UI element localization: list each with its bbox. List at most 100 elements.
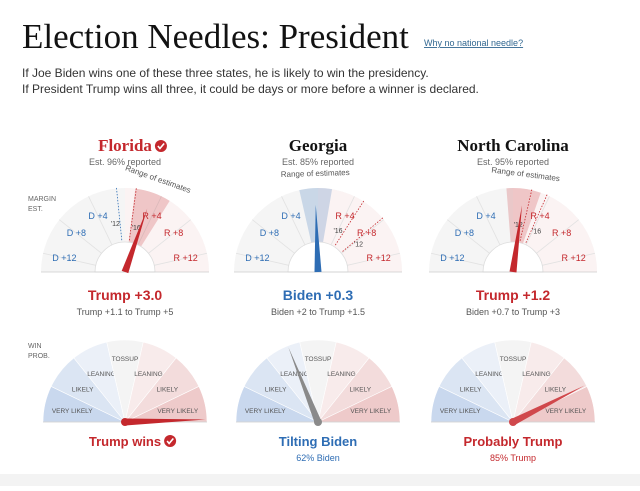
grid-line	[148, 219, 191, 254]
axis-title: EST.	[28, 206, 43, 213]
band-label: VERY LIKELY	[52, 408, 93, 415]
win-result: Probably Trump	[464, 434, 563, 449]
win-result: Trump wins	[89, 434, 161, 449]
gauge-hub	[94, 241, 156, 273]
state-name: North Carolina	[457, 136, 569, 155]
band-label: LEANING	[134, 371, 163, 378]
needle-hub	[509, 418, 517, 426]
intro-line: If Joe Biden wins one of these three sta…	[22, 66, 429, 80]
grid-line	[137, 196, 162, 246]
grid-line	[536, 219, 579, 254]
band-label: LIKELY	[460, 386, 482, 393]
margin-needle	[121, 208, 148, 274]
past-result	[128, 186, 137, 241]
state-name: Florida	[98, 136, 152, 155]
win-probability: 85% Trump	[490, 453, 536, 463]
tick-label: R +4	[530, 211, 549, 221]
margin-result: Biden +0.3	[283, 287, 354, 303]
past-result	[525, 193, 549, 243]
grid-line	[330, 196, 355, 246]
band-label: LIKELY	[157, 386, 179, 393]
grid-line	[236, 252, 289, 266]
band-label: VERY LIKELY	[245, 408, 286, 415]
band-label: VERY LIKELY	[157, 408, 198, 415]
tick-label: D +8	[260, 228, 279, 238]
tick-label: D +12	[245, 253, 269, 263]
band-label: VERY LIKELY	[440, 408, 481, 415]
grid-line	[341, 219, 384, 254]
band-label: LIKELY	[350, 386, 372, 393]
band-label: TOSSUP	[305, 356, 332, 363]
band-label: LIKELY	[265, 386, 287, 393]
margin-result: Trump +3.0	[88, 287, 163, 303]
win-needle	[288, 347, 322, 424]
grid-line	[347, 252, 400, 266]
past-result	[115, 186, 123, 241]
band-label: VERY LIKELY	[350, 408, 391, 415]
tick-label: D +4	[476, 211, 495, 221]
reported: Est. 85% reported	[282, 157, 354, 167]
win-result: Tilting Biden	[279, 434, 358, 449]
margin-range: Biden +0.7 to Trump +3	[466, 307, 560, 317]
page-title: Election Needles: President	[22, 17, 409, 56]
tick-label: D +12	[440, 253, 464, 263]
grid-line	[542, 252, 595, 266]
win-probability: 62% Biden	[296, 453, 340, 463]
range-caption: Range of estimates	[491, 165, 561, 183]
tick-label: R +12	[173, 253, 197, 263]
margin-result: Trump +1.2	[476, 287, 551, 303]
grid-line	[252, 219, 295, 254]
tick-label: R +8	[357, 228, 376, 238]
grid-line	[281, 196, 306, 246]
band-label: LEANING	[327, 371, 356, 378]
needle-hub	[121, 418, 129, 426]
grid-line	[88, 196, 113, 246]
band-label: LEANING	[87, 371, 116, 378]
reported: Est. 95% reported	[477, 157, 549, 167]
called-icon	[154, 140, 167, 152]
footer-strip	[0, 474, 640, 486]
tick-label: R +12	[366, 253, 390, 263]
grid-line	[43, 252, 96, 266]
band-label: LEANING	[522, 371, 551, 378]
range-caption: Range of estimates	[281, 168, 350, 179]
past-label: '16	[132, 225, 141, 232]
estimate-range	[506, 188, 541, 244]
band-label: TOSSUP	[112, 356, 139, 363]
tick-label: R +8	[552, 228, 571, 238]
band-label: LEANING	[280, 371, 309, 378]
help-link[interactable]: Why no national needle?	[424, 38, 523, 48]
win-needle	[511, 385, 585, 426]
grid-line	[154, 252, 207, 266]
past-label: '12	[354, 241, 363, 248]
tick-label: R +8	[164, 228, 183, 238]
tick-label: D +4	[88, 211, 107, 221]
axis-title: WIN	[28, 343, 42, 350]
tick-label: D +8	[67, 228, 86, 238]
called-icon	[164, 435, 177, 447]
tick-label: D +12	[52, 253, 76, 263]
margin-needle	[509, 205, 523, 273]
grid-line	[59, 219, 102, 254]
win-needle	[124, 418, 206, 426]
called-check	[166, 437, 174, 445]
grid-line	[447, 219, 490, 254]
margin-needle	[314, 204, 322, 273]
band-label: LEANING	[475, 371, 504, 378]
state-name: Georgia	[289, 136, 348, 155]
past-label: '12	[111, 221, 120, 228]
past-result	[334, 199, 365, 246]
grid-line	[476, 196, 501, 246]
band-label: TOSSUP	[500, 356, 527, 363]
grid-line	[525, 196, 550, 246]
tick-label: R +12	[561, 253, 585, 263]
reported: Est. 96% reported	[89, 157, 161, 167]
past-label: '16	[532, 229, 541, 236]
tick-label: R +4	[335, 211, 354, 221]
needle-hub	[314, 418, 322, 426]
past-label: '16	[333, 228, 342, 235]
tick-label: R +4	[142, 211, 161, 221]
past-result	[519, 188, 533, 241]
